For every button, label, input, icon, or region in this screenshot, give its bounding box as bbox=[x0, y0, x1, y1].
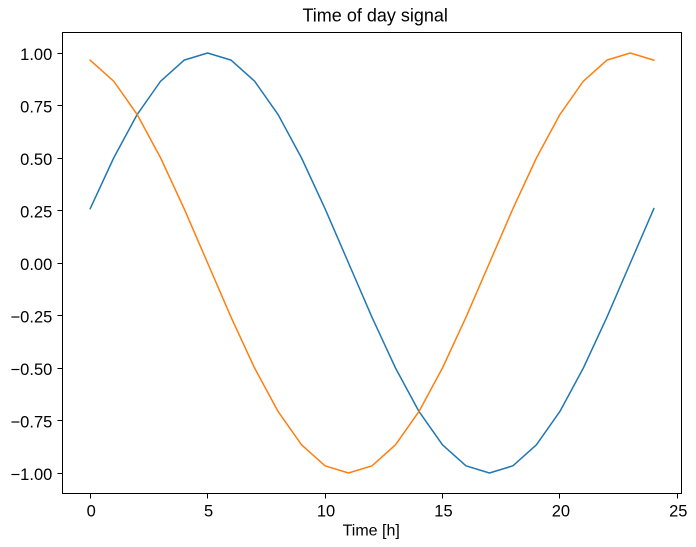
svg-text:Time of day signal: Time of day signal bbox=[302, 6, 447, 26]
svg-text:0: 0 bbox=[87, 502, 96, 520]
svg-text:−0.50: −0.50 bbox=[11, 361, 53, 379]
svg-text:0.25: 0.25 bbox=[20, 204, 52, 222]
svg-text:10: 10 bbox=[317, 502, 335, 520]
svg-text:Time [h]: Time [h] bbox=[343, 523, 400, 540]
svg-text:1.00: 1.00 bbox=[20, 46, 52, 64]
svg-text:5: 5 bbox=[204, 502, 213, 520]
svg-text:20: 20 bbox=[552, 502, 570, 520]
svg-text:0.50: 0.50 bbox=[20, 151, 52, 169]
svg-text:0.00: 0.00 bbox=[20, 256, 52, 274]
svg-text:15: 15 bbox=[434, 502, 452, 520]
svg-text:−0.75: −0.75 bbox=[11, 414, 53, 432]
svg-text:0.75: 0.75 bbox=[20, 99, 52, 117]
svg-text:25: 25 bbox=[669, 502, 687, 520]
svg-text:−1.00: −1.00 bbox=[11, 466, 53, 484]
svg-text:−0.25: −0.25 bbox=[11, 309, 53, 327]
